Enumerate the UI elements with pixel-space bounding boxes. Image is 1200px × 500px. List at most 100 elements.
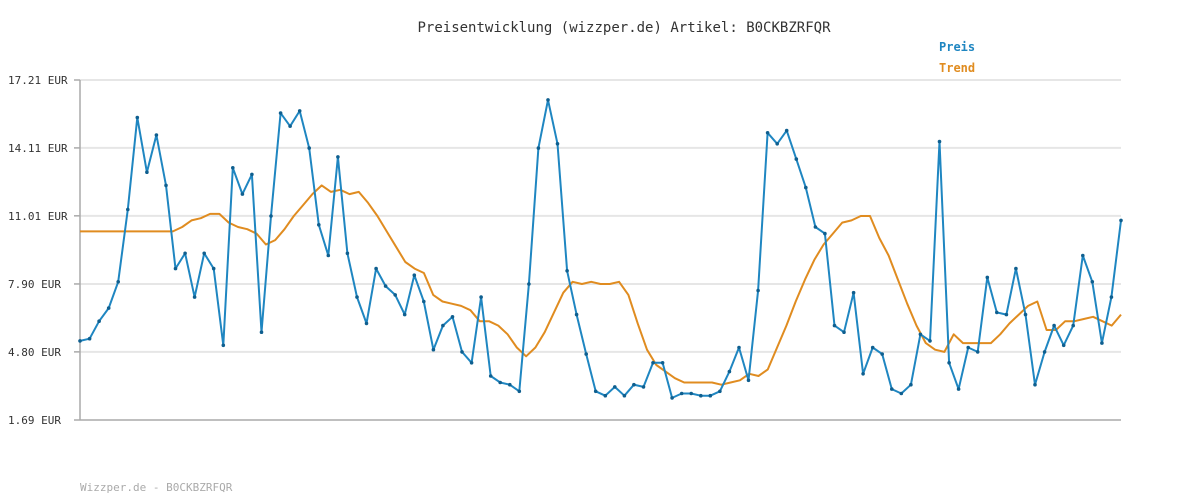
data-point [1033, 382, 1037, 387]
chart-title: Preisentwicklung (wizzper.de) Artikel: B… [417, 20, 831, 36]
data-point [221, 343, 226, 348]
data-point [823, 231, 827, 236]
data-point [192, 295, 197, 299]
data-point [775, 142, 779, 146]
data-point [1071, 323, 1075, 328]
data-point [250, 172, 254, 177]
data-point [937, 139, 942, 144]
data-point [622, 393, 627, 398]
data-point [546, 98, 550, 102]
data-point [574, 312, 579, 317]
data-point [336, 155, 340, 159]
data-point [278, 111, 283, 115]
data-point [536, 146, 541, 150]
data-point [450, 315, 455, 319]
data-point [1052, 323, 1056, 328]
data-point [383, 284, 388, 288]
data-point [1100, 341, 1104, 345]
data-point [670, 396, 674, 400]
data-point [995, 310, 999, 315]
data-point [641, 385, 646, 389]
legend-entry-preis: Preis [939, 40, 975, 54]
data-point [288, 124, 292, 128]
data-point [173, 266, 178, 271]
data-point [784, 128, 789, 133]
data-point [660, 361, 665, 365]
y-tick-label: 11.01 EUR [8, 210, 68, 223]
data-point [880, 352, 884, 356]
legend: Trend Preis [939, 40, 975, 75]
y-axis-ticks: 17.21 EUR 14.11 EUR 11.01 EUR 7.90 EUR 4.80 … [8, 74, 80, 427]
data-point [603, 393, 608, 398]
data-point [794, 157, 799, 161]
data-point [651, 361, 655, 365]
data-point [899, 391, 904, 396]
data-point [813, 225, 818, 229]
data-point [126, 207, 130, 212]
y-tick-label: 1.69 EUR [8, 414, 61, 427]
data-point [851, 290, 856, 295]
data-point [966, 345, 970, 350]
data-point [231, 166, 235, 170]
data-point [211, 266, 216, 271]
data-point [565, 269, 569, 273]
data-point [317, 223, 321, 227]
data-point [746, 378, 751, 383]
data-point [145, 170, 149, 174]
data-point [765, 131, 770, 135]
data-point [708, 393, 713, 398]
data-point [402, 312, 407, 317]
data-point [527, 282, 531, 286]
data-point [584, 352, 588, 356]
data-point [345, 251, 350, 256]
data-point [87, 336, 92, 341]
data-point [613, 385, 617, 389]
data-point [956, 387, 961, 391]
data-point [870, 345, 875, 350]
data-point [1119, 218, 1123, 223]
series-line-preis [79, 98, 1122, 399]
data-point [689, 391, 693, 396]
y-tick-label: 14.11 EUR [8, 142, 68, 155]
data-point [269, 214, 273, 218]
data-point [909, 382, 913, 387]
data-point [517, 389, 522, 394]
data-point [1023, 312, 1028, 317]
data-point [842, 330, 846, 335]
data-point [1081, 253, 1085, 258]
data-point [240, 192, 245, 196]
data-point [1109, 295, 1114, 299]
data-point [890, 387, 894, 391]
data-point [985, 275, 990, 280]
data-point [861, 372, 865, 376]
data-point [508, 382, 512, 387]
data-point [259, 330, 264, 335]
data-point [106, 306, 111, 310]
data-point [1090, 280, 1095, 284]
y-tick-label: 4.80 EUR [8, 346, 61, 359]
data-point [202, 251, 206, 256]
data-point [804, 185, 808, 190]
data-point [1042, 350, 1047, 354]
data-point [975, 350, 980, 354]
data-point [422, 299, 426, 304]
data-point [116, 280, 120, 284]
gridlines [80, 79, 1121, 353]
data-point [135, 115, 140, 120]
data-point [307, 146, 312, 150]
data-point [374, 266, 378, 271]
data-point [679, 391, 684, 396]
y-tick-label: 7.90 EUR [8, 278, 61, 291]
data-point [1004, 312, 1009, 317]
data-point [183, 251, 187, 256]
data-point [832, 323, 837, 328]
data-point [460, 350, 464, 354]
data-point [498, 380, 503, 385]
data-point [756, 288, 760, 293]
data-point [469, 361, 474, 365]
data-point [918, 332, 923, 337]
data-point [1014, 266, 1018, 271]
data-point [593, 389, 598, 394]
data-point [431, 347, 436, 352]
